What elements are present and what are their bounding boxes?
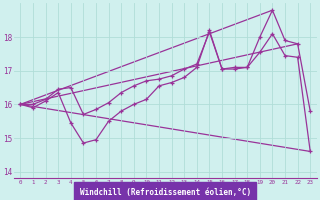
X-axis label: Windchill (Refroidissement éolien,°C): Windchill (Refroidissement éolien,°C) <box>80 188 251 197</box>
